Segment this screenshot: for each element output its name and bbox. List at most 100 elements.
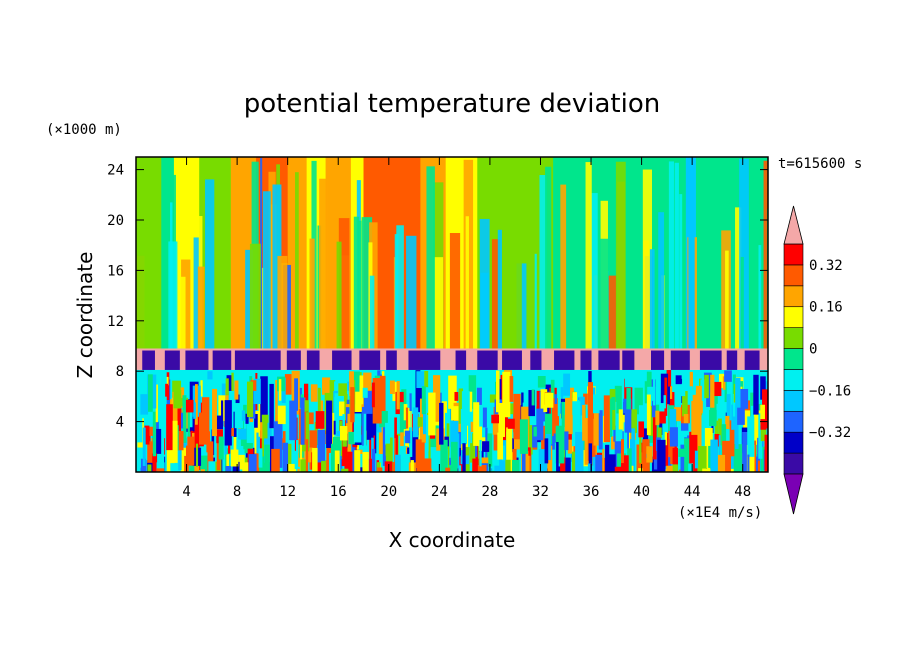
upper-streak (353, 216, 360, 349)
turbulence-cell (497, 432, 504, 460)
turbulence-cell (618, 409, 623, 430)
upper-streak (511, 187, 522, 349)
turbulence-cell (593, 411, 601, 446)
turbulence-cell (248, 454, 257, 472)
turbulence-cell (328, 452, 333, 472)
turbulence-cell (623, 422, 628, 469)
turbulence-cell (166, 404, 173, 451)
upper-streak (406, 235, 417, 349)
turbulence-cell (427, 412, 431, 461)
turbulence-cell (172, 391, 178, 433)
turbulence-cell (241, 410, 246, 421)
turbulence-cell (636, 444, 642, 472)
turbulence-cell (234, 380, 239, 400)
turbulence-cell (421, 386, 426, 415)
colorbar-segment (783, 243, 804, 266)
turbulence-cell (338, 383, 347, 396)
turbulence-cell (684, 438, 690, 472)
x-axis: 4 8 12 16 20 24 28 32 36 40 44 48 (182, 157, 751, 500)
upper-streak (369, 275, 375, 349)
turbulence-cell (622, 469, 628, 472)
turbulence-cell (742, 431, 752, 472)
turbulence-cell (669, 427, 678, 447)
turbulence-cell (379, 375, 386, 422)
turbulence-cell (216, 429, 223, 444)
turbulence-cell (730, 450, 736, 469)
turbulence-cell (482, 374, 490, 405)
turbulence-cell (376, 462, 381, 472)
heatmap-plot-area (136, 157, 768, 472)
upper-streak (539, 175, 547, 349)
turbulence-cell (638, 421, 645, 438)
turbulence-cell (147, 426, 154, 436)
turbulence-cell (410, 460, 414, 472)
upper-streak (260, 157, 263, 349)
turbulence-cell (299, 436, 303, 472)
turbulence-cell (760, 425, 767, 442)
upper-streak (262, 191, 271, 349)
upper-streak (758, 245, 762, 349)
turbulence-cell (598, 410, 603, 450)
turbulence-cell (451, 406, 459, 421)
turbulence-cell (195, 443, 199, 467)
turbulence-cell (683, 414, 689, 424)
turbulence-cell (214, 415, 223, 430)
turbulence-cell (351, 435, 356, 472)
turbulence-cell (295, 440, 299, 453)
turbulence-cell (567, 426, 573, 454)
turbulence-cell (554, 394, 558, 404)
turbulence-cell (417, 417, 423, 427)
upper-streak (277, 255, 288, 349)
turbulence-cell (502, 414, 508, 432)
turbulence-cell (688, 386, 693, 401)
upper-streak (426, 166, 435, 349)
turbulence-cell (192, 462, 200, 472)
turbulence-cell (292, 450, 299, 472)
turbulence-cell (400, 453, 410, 472)
upper-streak (674, 162, 679, 349)
turbulence-cell (450, 441, 458, 472)
upper-streak (449, 233, 461, 349)
turbulence-cell (398, 436, 406, 459)
turbulence-cell (463, 471, 470, 472)
turbulence-cell (329, 380, 336, 422)
turbulence-cell (491, 414, 500, 424)
turbulence-cell (640, 452, 650, 472)
upper-streak (396, 225, 404, 349)
turbulence-cell (342, 414, 346, 428)
turbulence-cell (385, 443, 392, 456)
turbulence-cell (610, 398, 613, 437)
colorbar: 0.32 0.16 0 −0.16 −0.32 (783, 205, 851, 515)
upper-streak (679, 194, 683, 349)
turbulence-cell (704, 374, 709, 399)
turbulence-cell (566, 429, 576, 440)
turbulence-cell (250, 380, 257, 391)
turbulence-cell (253, 378, 261, 405)
turbulence-cell (763, 381, 768, 396)
colorbar-low-triangle (783, 473, 804, 515)
colorbar-tick-label: −0.16 (809, 383, 851, 399)
turbulence-cell (712, 381, 722, 397)
purple-band-blob (212, 350, 232, 372)
turbulence-cell (513, 393, 521, 440)
turbulence-cell (487, 433, 493, 467)
upper-streak (319, 178, 328, 349)
turbulence-cell (230, 449, 239, 467)
blue-column (688, 157, 695, 349)
turbulence-cell (544, 392, 554, 408)
turbulence-cell (152, 428, 162, 454)
turbulence-cell (165, 383, 169, 397)
turbulence-cell (245, 413, 249, 424)
turbulence-cell (477, 465, 487, 472)
turbulence-cell (208, 461, 216, 472)
y-tick-label: 24 (107, 163, 124, 179)
turbulence-cell (337, 401, 345, 416)
turbulence-cell (646, 446, 653, 463)
turbulence-cell (267, 422, 272, 467)
turbulence-cell (226, 454, 230, 470)
turbulence-cell (491, 393, 494, 428)
turbulence-cell (302, 400, 309, 412)
turbulence-cell (460, 408, 468, 445)
x-tick-label: 32 (532, 484, 549, 500)
turbulence-cell (620, 439, 624, 464)
